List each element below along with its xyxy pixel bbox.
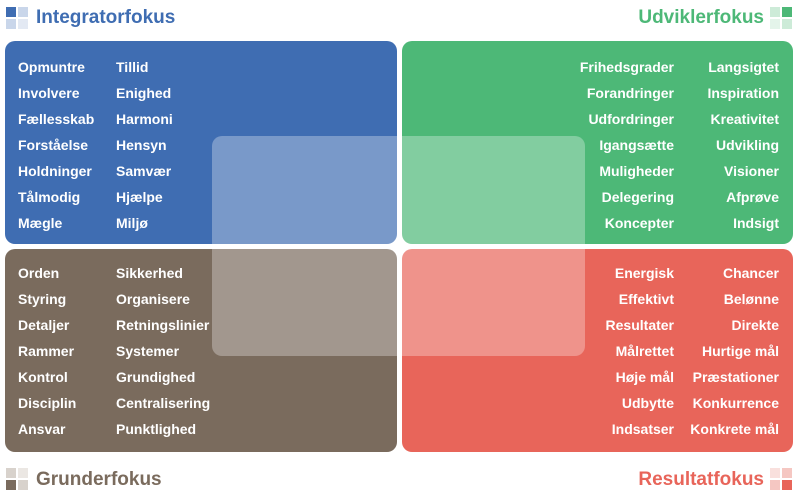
resultat-title: Resultatfokus bbox=[638, 469, 764, 490]
quadrant-word: Sikkerhed bbox=[116, 265, 183, 281]
quadrant-word: Igangsætte bbox=[599, 137, 674, 153]
quadrant-word: Forandringer bbox=[586, 85, 674, 101]
quadrant-word: Målrettet bbox=[615, 343, 674, 359]
quadrant-word: Muligheder bbox=[599, 163, 674, 179]
quadrant-word: Grundighed bbox=[116, 369, 196, 385]
resultat-words-col2: Chancer Belønne Direkte Hurtige mål Præstati… bbox=[690, 262, 779, 444]
quadrant-word: Retningslinier bbox=[116, 317, 210, 333]
udvikler-words-col2: Langsigtet Inspiration Kreativitet Udviklin… bbox=[707, 56, 779, 238]
quadrant-word: Konkrete mål bbox=[690, 421, 779, 437]
quadrant-word: Direkte bbox=[731, 317, 779, 333]
integrator-words-col1: Opmuntre Involvere Fællesskab Forståelse Hol… bbox=[18, 56, 94, 238]
quadrant-word: Samvær bbox=[116, 163, 172, 179]
quadrant-word: Hurtige mål bbox=[701, 343, 779, 359]
quadrant-word: Disciplin bbox=[18, 395, 77, 411]
udvikler-words-col1: Frihedsgrader Forandringer Udfordringer Iga… bbox=[580, 56, 674, 238]
grunder-logo-icon bbox=[6, 468, 28, 490]
quadrant-word: Præstationer bbox=[692, 369, 779, 385]
integrator-words-col2: Tillid Enighed Harmoni Hensyn Samvær Hjælpe Mi… bbox=[116, 56, 173, 238]
quadrant-word: Ansvar bbox=[18, 421, 66, 437]
grunder-quadrant bbox=[5, 249, 397, 452]
quadrant-word: Opmuntre bbox=[18, 59, 85, 75]
center-overlay bbox=[212, 136, 585, 356]
integrator-title: Integratorfokus bbox=[36, 7, 176, 28]
quadrant-word: Høje mål bbox=[615, 369, 674, 385]
integrator-quadrant bbox=[5, 41, 397, 244]
udvikler-title: Udviklerfokus bbox=[638, 7, 764, 28]
quadrant-word: Kreativitet bbox=[710, 111, 779, 127]
integrator-logo-icon bbox=[6, 7, 28, 29]
grunder-title: Grunderfokus bbox=[36, 469, 162, 490]
quadrant-word: Resultater bbox=[605, 317, 674, 333]
quadrant-word: Koncepter bbox=[604, 215, 674, 231]
quadrant-word: Delegering bbox=[601, 189, 674, 205]
quadrant-word: Forståelse bbox=[18, 137, 89, 153]
quadrant-word: Kontrol bbox=[18, 369, 68, 385]
quadrant-word: Langsigtet bbox=[708, 59, 779, 75]
resultat-words-col1: Energisk Effektivt Resultater Målrettet Høje… bbox=[606, 262, 674, 444]
grunder-words-col1: Orden Styring Detaljer Rammer Kontrol Discipl… bbox=[18, 262, 76, 444]
quadrant-word: Energisk bbox=[614, 265, 674, 281]
quadrant-word: Chancer bbox=[722, 265, 779, 281]
udvikler-logo-icon bbox=[770, 7, 792, 29]
quadrant-word: Fællesskab bbox=[18, 111, 95, 127]
quadrant-word: Udvikling bbox=[715, 137, 779, 153]
quadrant-word: Frihedsgrader bbox=[579, 59, 674, 75]
quadrant-word: Belønne bbox=[723, 291, 779, 307]
quadrant-word: Udfordringer bbox=[588, 111, 674, 127]
quadrant-word: Udbytte bbox=[621, 395, 674, 411]
resultat-logo-icon bbox=[770, 468, 792, 490]
quadrant-word: Organisere bbox=[116, 291, 190, 307]
quadrant-word: Visioner bbox=[724, 163, 779, 179]
quadrant-word: Konkurrence bbox=[692, 395, 779, 411]
quadrant-word: Rammer bbox=[18, 343, 75, 359]
quadrant-word: Miljø bbox=[116, 215, 148, 231]
quadrant-word: Inspiration bbox=[707, 85, 779, 101]
quadrant-word: Centralisering bbox=[116, 395, 211, 411]
quadrant-word: Holdninger bbox=[18, 163, 92, 179]
quadrant-word: Involvere bbox=[18, 85, 80, 101]
quadrant-word: Indsatser bbox=[611, 421, 674, 437]
quadrant-word: Detaljer bbox=[18, 317, 70, 333]
quadrant-word: Enighed bbox=[116, 85, 172, 101]
quadrant-word: Styring bbox=[18, 291, 67, 307]
udvikler-quadrant bbox=[402, 41, 793, 244]
grunder-words-col2: Sikkerhed Organisere Retningslinier Systeme… bbox=[116, 262, 210, 444]
quadrant-word: Tålmodig bbox=[18, 189, 81, 205]
quadrant-word: Tillid bbox=[116, 59, 149, 75]
quadrant-word: Hensyn bbox=[116, 137, 167, 153]
quadrant-word: Effektivt bbox=[618, 291, 674, 307]
quadrant-word: Hjælpe bbox=[116, 189, 163, 205]
quadrant-word: Afprøve bbox=[726, 189, 779, 205]
quadrant-word: Systemer bbox=[116, 343, 180, 359]
quadrant-word: Mægle bbox=[18, 215, 63, 231]
quadrant-word: Harmoni bbox=[116, 111, 173, 127]
quadrant-word: Punktlighed bbox=[116, 421, 197, 437]
resultat-quadrant bbox=[402, 249, 793, 452]
quadrant-word: Indsigt bbox=[733, 215, 779, 231]
quadrant-word: Orden bbox=[18, 265, 60, 281]
